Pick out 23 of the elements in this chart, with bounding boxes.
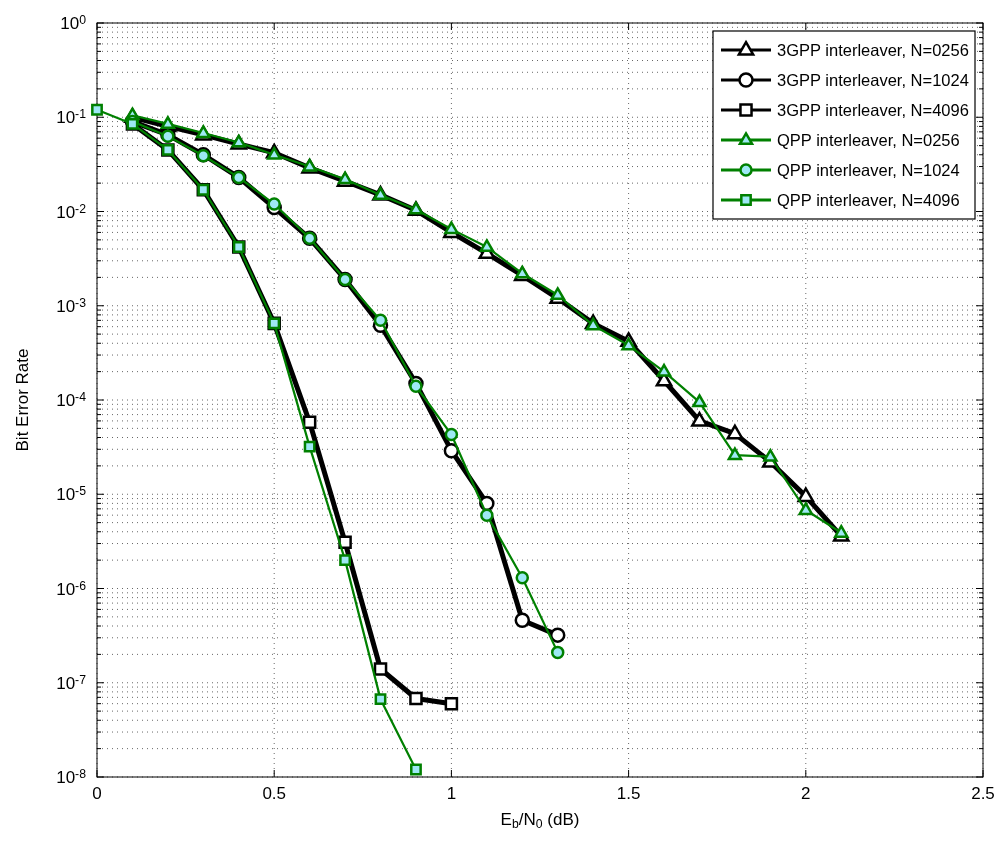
x-tick-label: 2.5 [971,784,995,803]
x-tick-label: 2 [801,784,811,803]
legend-label: 3GPP interleaver, N=0256 [777,41,969,59]
legend-label: 3GPP interleaver, N=1024 [777,71,969,89]
y-tick-label: 10$^{-6}$ [56,578,87,599]
x-tick-label: 1.5 [616,784,641,803]
y-tick-label: 10$^{-7}$ [56,672,87,693]
legend-label: QPP interleaver, N=4096 [777,191,960,209]
y-axis-title: Bit Error Rate [13,348,32,452]
y-tick-label: 10$^{-1}$ [56,107,87,128]
y-tick-label: 10$^{-4}$ [56,390,87,410]
y-tick-label: 10$^{-3}$ [56,295,87,316]
y-tick-label: 10$^{-2}$ [56,201,87,222]
legend-label: 3GPP interleaver, N=4096 [777,101,969,119]
x-tick-label: 0.5 [262,784,287,803]
legend-label: QPP interleaver, N=1024 [777,161,960,179]
x-tick-label: 0 [92,784,102,803]
y-tick-label: 10$^{-5}$ [56,484,87,505]
y-tick-label: 10$^{-8}$ [56,767,87,787]
y-tick-label: 10$^{0}$ [60,13,87,33]
x-axis-title: E$_{b}$/N$_{0}$ (dB) [500,810,580,831]
legend-label: QPP interleaver, N=0256 [777,131,960,149]
x-tick-label: 1 [446,784,457,803]
